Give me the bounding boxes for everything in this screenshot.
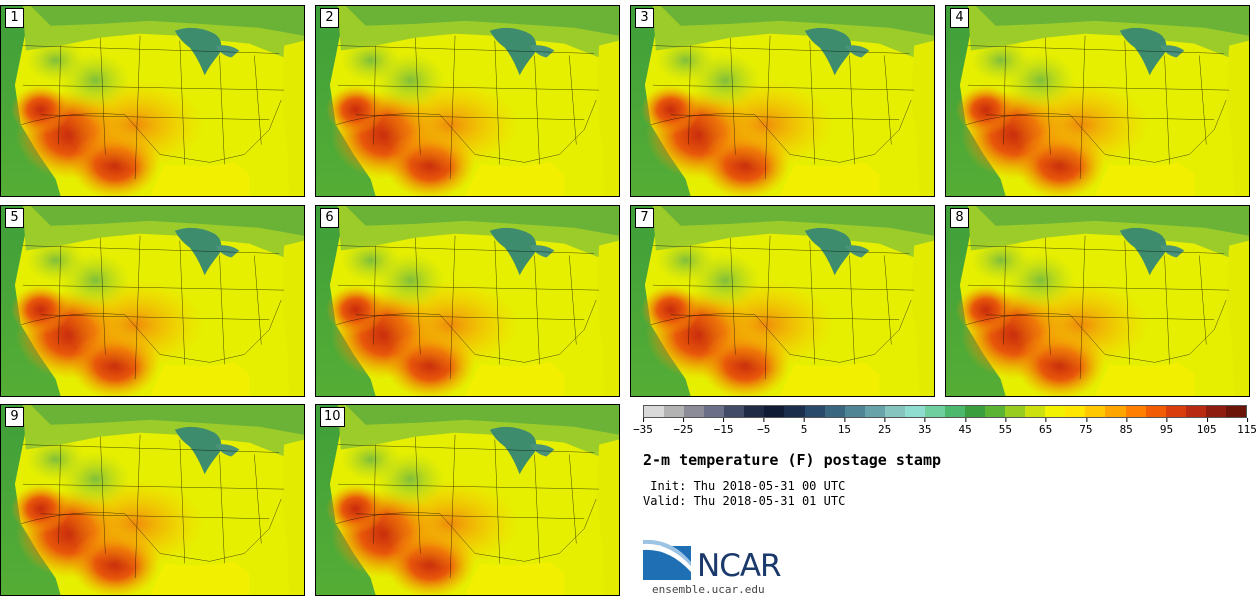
temperature-map xyxy=(316,206,619,396)
ensemble-member-map[interactable]: 3 xyxy=(630,5,935,197)
colorbar-swatch xyxy=(644,406,665,417)
member-label: 10 xyxy=(320,407,345,427)
colorbar-swatch xyxy=(764,406,785,417)
ensemble-member-map[interactable]: 1 xyxy=(0,5,305,197)
colorbar-tick-label: 75 xyxy=(1079,418,1093,436)
colorbar-swatch xyxy=(1205,406,1226,417)
colorbar-tick-label: 85 xyxy=(1119,418,1133,436)
colorbar-tick-label: 115 xyxy=(1237,418,1257,436)
ensemble-member-map[interactable]: 2 xyxy=(315,5,620,197)
colorbar-ticks: −35 −25 −15 −5 5 15 25 35 45 55 65 75 85 95 105 115 xyxy=(633,418,1257,438)
org-url: ensemble.ucar.edu xyxy=(652,583,765,596)
org-name: NCAR xyxy=(697,548,782,584)
colorbar-swatch xyxy=(824,406,845,417)
colorbar-swatch xyxy=(804,406,825,417)
colorbar-swatch xyxy=(724,406,745,417)
colorbar-swatch xyxy=(1225,406,1246,417)
temperature-map xyxy=(631,206,934,396)
colorbar-swatch xyxy=(744,406,765,417)
colorbar-tick-label: −15 xyxy=(713,418,734,436)
colorbar-swatch xyxy=(1045,406,1066,417)
member-label: 6 xyxy=(320,208,339,228)
member-label: 4 xyxy=(950,8,969,28)
colorbar-tick-label: 55 xyxy=(998,418,1013,436)
colorbar-swatch xyxy=(684,406,705,417)
colorbar-tick-label: 15 xyxy=(837,418,851,436)
valid-time: Valid: Thu 2018-05-31 01 UTC xyxy=(643,494,846,508)
ensemble-member-map[interactable]: 8 xyxy=(945,205,1250,397)
ensemble-member-map[interactable]: 9 xyxy=(0,404,305,596)
colorbar-swatch xyxy=(924,406,945,417)
colorbar-tick-label: −35 xyxy=(633,418,653,436)
temperature-colorbar: −35 −25 −15 −5 5 15 25 35 45 55 65 75 85 95 105 115 xyxy=(633,405,1257,440)
colorbar-swatch xyxy=(1185,406,1206,417)
colorbar-swatch xyxy=(1005,406,1026,417)
colorbar-tick-label: 105 xyxy=(1196,418,1217,436)
colorbar-swatch xyxy=(1085,406,1106,417)
colorbar-swatch xyxy=(1125,406,1146,417)
ncar-logo-icon xyxy=(643,540,691,580)
temperature-map xyxy=(946,6,1249,196)
colorbar-tick-label: 95 xyxy=(1159,418,1174,436)
temperature-map xyxy=(1,206,304,396)
colorbar-swatches xyxy=(643,405,1247,418)
colorbar-tick-label: 5 xyxy=(800,418,808,436)
colorbar-tick-label: −25 xyxy=(673,418,694,436)
member-label: 2 xyxy=(320,8,339,28)
member-label: 9 xyxy=(5,407,24,427)
colorbar-swatch xyxy=(704,406,725,417)
temperature-map xyxy=(631,6,934,196)
colorbar-swatch xyxy=(904,406,925,417)
colorbar-swatch xyxy=(1065,406,1086,417)
colorbar-tick-label: −5 xyxy=(757,418,771,436)
temperature-map xyxy=(946,206,1249,396)
colorbar-swatch xyxy=(844,406,865,417)
colorbar-swatch xyxy=(664,406,685,417)
colorbar-tick-label: 65 xyxy=(1039,418,1053,436)
temperature-map xyxy=(316,6,619,196)
ensemble-member-map[interactable]: 5 xyxy=(0,205,305,397)
colorbar-tick-label: 35 xyxy=(918,418,932,436)
colorbar-swatch xyxy=(1165,406,1186,417)
page-title: 2-m temperature (F) postage stamp xyxy=(643,451,942,469)
colorbar-swatch xyxy=(864,406,885,417)
temperature-map xyxy=(1,405,304,595)
temperature-map xyxy=(1,6,304,196)
temperature-map xyxy=(316,405,619,595)
ensemble-member-map[interactable]: 7 xyxy=(630,205,935,397)
ensemble-member-map[interactable]: 6 xyxy=(315,205,620,397)
member-label: 8 xyxy=(950,208,969,228)
colorbar-swatch xyxy=(944,406,965,417)
ensemble-member-map[interactable]: 4 xyxy=(945,5,1250,197)
colorbar-swatch xyxy=(1145,406,1166,417)
colorbar-swatch xyxy=(884,406,905,417)
member-label: 7 xyxy=(635,208,654,228)
init-time: Init: Thu 2018-05-31 00 UTC xyxy=(643,479,846,493)
colorbar-swatch xyxy=(965,406,986,417)
colorbar-swatch xyxy=(985,406,1006,417)
member-label: 3 xyxy=(635,8,654,28)
ensemble-member-map[interactable]: 10 xyxy=(315,404,620,596)
colorbar-swatch xyxy=(784,406,805,417)
colorbar-swatch xyxy=(1105,406,1126,417)
colorbar-tick-label: 25 xyxy=(877,418,892,436)
colorbar-swatch xyxy=(1025,406,1046,417)
member-label: 1 xyxy=(5,8,24,28)
colorbar-tick-label: 45 xyxy=(958,418,972,436)
member-label: 5 xyxy=(5,208,24,228)
